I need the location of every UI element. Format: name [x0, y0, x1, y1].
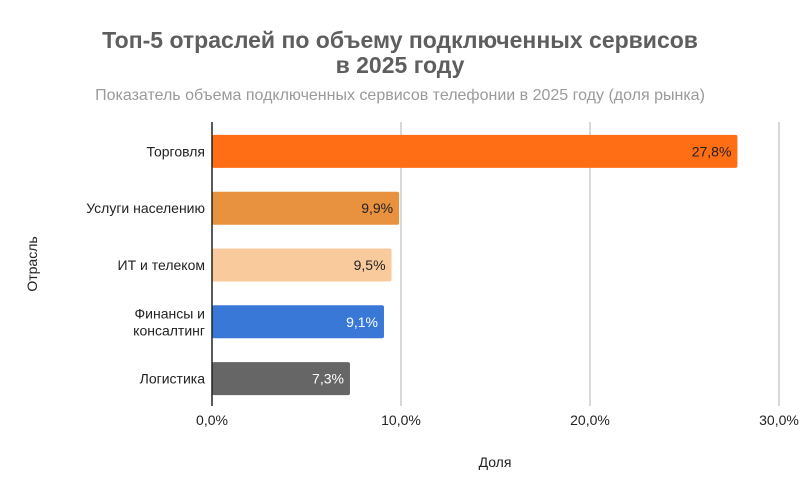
bar	[212, 191, 400, 225]
bar	[212, 362, 350, 396]
data-label: 27,8%	[692, 143, 732, 159]
category-label: Услуги населению	[86, 200, 205, 216]
bar	[212, 248, 392, 282]
data-label: 9,5%	[354, 257, 386, 273]
category-label: ИТ и телеком	[118, 257, 205, 273]
bar	[212, 134, 738, 168]
category-label: Логистика	[140, 371, 206, 387]
x-tick-label: 10,0%	[381, 412, 421, 428]
category-label: Торговля	[147, 143, 205, 159]
data-label: 9,1%	[346, 314, 378, 330]
chart-title-line-2: в 2025 году	[335, 52, 465, 78]
chart-subtitle: Показатель объема подключенных сервисов …	[95, 87, 705, 104]
data-label: 9,9%	[361, 200, 393, 216]
data-label: 7,3%	[312, 371, 344, 387]
x-axis-title: Доля	[479, 454, 512, 470]
x-tick-label: 0,0%	[196, 412, 228, 428]
x-tick-label: 20,0%	[570, 412, 610, 428]
x-tick-label: 30,0%	[759, 412, 799, 428]
category-label: консалтинг	[133, 322, 205, 338]
category-label: Финансы и	[135, 305, 206, 321]
y-axis-title: Отрасль	[24, 236, 40, 291]
chart-title-line-1: Топ-5 отраслей по объему подключенных се…	[102, 27, 698, 53]
bar	[212, 305, 384, 339]
